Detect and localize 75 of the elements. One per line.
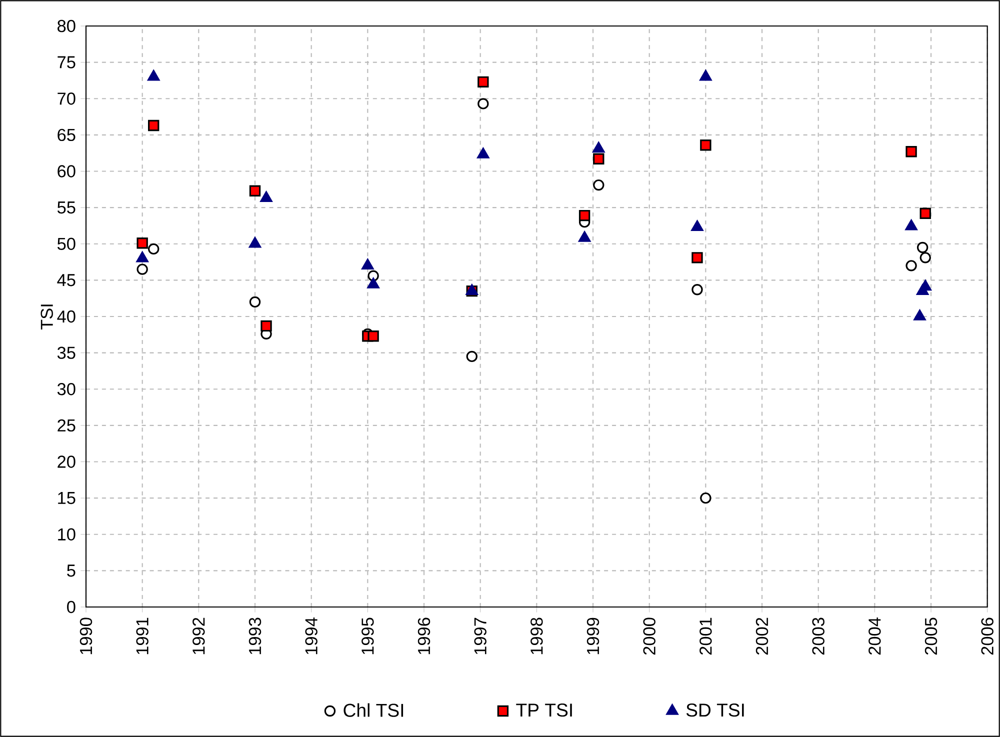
point bbox=[148, 120, 160, 132]
y-tick-label: 70 bbox=[58, 92, 76, 105]
point bbox=[148, 243, 160, 255]
point bbox=[260, 191, 272, 202]
y-tick-label: 55 bbox=[57, 202, 76, 214]
point bbox=[147, 70, 160, 81]
x-tick-label: 2006 bbox=[981, 618, 994, 655]
x-tick-label: 2001 bbox=[700, 618, 712, 655]
y-tick-label: 30 bbox=[57, 383, 76, 396]
point bbox=[914, 310, 926, 320]
point bbox=[466, 350, 478, 362]
point bbox=[367, 278, 380, 288]
x-tick-label: 2004 bbox=[868, 618, 881, 655]
point bbox=[578, 231, 591, 242]
point bbox=[368, 330, 379, 342]
point bbox=[477, 148, 490, 158]
y-tick-label: 35 bbox=[57, 346, 76, 359]
point bbox=[906, 146, 917, 158]
point bbox=[906, 260, 917, 272]
y-tick-label: 25 bbox=[58, 419, 76, 432]
point bbox=[362, 258, 374, 270]
point bbox=[905, 220, 918, 230]
y-tick-label: 20 bbox=[58, 456, 76, 468]
legend-label: SD TSI bbox=[686, 703, 744, 717]
point bbox=[578, 210, 590, 222]
point bbox=[592, 142, 605, 153]
point bbox=[593, 179, 604, 191]
point bbox=[919, 280, 932, 291]
x-tick-label: 1995 bbox=[362, 618, 374, 654]
y-tick-label: 50 bbox=[57, 238, 76, 250]
point bbox=[700, 70, 712, 81]
x-tick-label: 1991 bbox=[136, 618, 148, 654]
point bbox=[136, 264, 148, 275]
x-tick-label: 1997 bbox=[474, 618, 486, 654]
x-tick-label: 1998 bbox=[530, 618, 543, 654]
x-tick-label: 1990 bbox=[80, 618, 92, 654]
y-tick-label: 40 bbox=[57, 310, 76, 323]
x-tick-label: 1999 bbox=[586, 618, 600, 654]
y-tick-label: 45 bbox=[57, 274, 76, 286]
x-tick-label: 2002 bbox=[756, 618, 768, 655]
point bbox=[593, 153, 604, 165]
point bbox=[700, 492, 712, 504]
point bbox=[478, 76, 489, 88]
x-tick-label: 2000 bbox=[643, 618, 656, 655]
point bbox=[136, 238, 148, 249]
point bbox=[248, 236, 262, 248]
x-tick-label: 1994 bbox=[305, 618, 318, 654]
y-tick-label: 65 bbox=[58, 128, 76, 142]
point bbox=[691, 220, 704, 232]
y-tick-label: 5 bbox=[67, 564, 76, 577]
y-tick-label: 60 bbox=[58, 165, 76, 178]
point bbox=[478, 98, 489, 110]
y-tick-label: 15 bbox=[58, 492, 76, 504]
x-tick-label: 1996 bbox=[418, 618, 430, 654]
y-tick-label: 75 bbox=[58, 56, 76, 68]
point bbox=[692, 284, 703, 296]
x-tick-label: 2003 bbox=[812, 618, 824, 655]
x-tick-label: 1993 bbox=[248, 618, 262, 654]
point bbox=[136, 251, 148, 262]
point bbox=[692, 252, 703, 264]
x-tick-label: 1992 bbox=[192, 618, 205, 654]
legend-label: Chl TSI bbox=[344, 703, 404, 717]
y-tick-label: 10 bbox=[58, 528, 76, 540]
point bbox=[249, 185, 261, 196]
y-tick-label: 80 bbox=[58, 20, 76, 32]
y-tick-label: 0 bbox=[67, 600, 76, 614]
point bbox=[700, 140, 712, 151]
legend-label: TP TSI bbox=[516, 703, 572, 717]
point bbox=[249, 296, 261, 308]
point bbox=[916, 242, 928, 254]
point bbox=[920, 208, 931, 219]
point bbox=[920, 252, 931, 264]
point bbox=[260, 320, 272, 332]
x-tick-label: 2005 bbox=[924, 618, 938, 655]
y-axis-title: TSI bbox=[40, 304, 53, 330]
